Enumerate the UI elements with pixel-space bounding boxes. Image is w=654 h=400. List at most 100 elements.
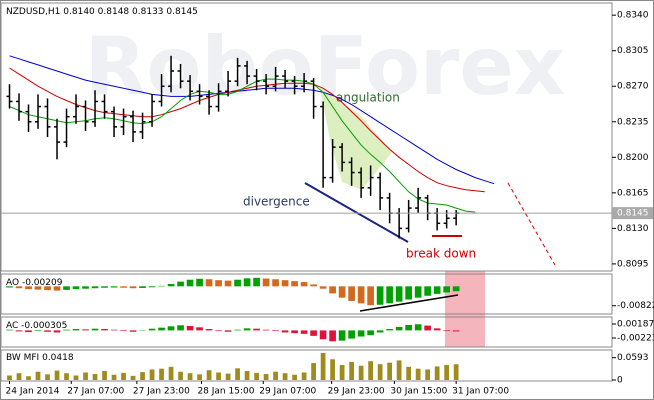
mfi-bar xyxy=(301,372,307,380)
histogram-bar xyxy=(253,277,260,287)
mfi-bar xyxy=(197,374,202,380)
mfi-bar xyxy=(254,372,259,380)
histogram-bar xyxy=(281,330,289,333)
histogram-bar xyxy=(148,286,156,288)
histogram-bar xyxy=(91,286,99,289)
histogram-bar xyxy=(120,286,127,288)
annotation: divergence xyxy=(243,195,310,209)
mfi-name: BW MFI xyxy=(6,353,39,363)
histogram-bar xyxy=(376,330,384,333)
histogram-bar xyxy=(44,286,51,291)
x-tick-label: 29 Jan 07:00 xyxy=(259,387,316,397)
mfi-bar xyxy=(7,375,12,380)
histogram-bar xyxy=(129,330,137,332)
histogram-bar xyxy=(205,329,213,331)
x-tick-label: 24 Jan 2014 xyxy=(6,387,60,397)
histogram-bar xyxy=(234,279,241,287)
histogram-bar xyxy=(72,286,80,290)
histogram-bar xyxy=(329,330,336,342)
histogram-bar xyxy=(376,286,384,305)
price-tag-label: 0.8145 xyxy=(617,209,649,219)
annotation: angulation xyxy=(336,91,400,105)
y-tick-label: 0.001875 xyxy=(617,319,654,329)
histogram-bar xyxy=(424,325,431,331)
histogram-bar xyxy=(6,286,13,288)
histogram-bar xyxy=(367,330,374,336)
x-tick-label: 29 Jan 23:00 xyxy=(328,387,385,397)
histogram-bar xyxy=(148,328,156,331)
histogram-bar xyxy=(443,330,450,332)
ao-title: AO -0.00209 xyxy=(6,278,63,288)
histogram-bar xyxy=(186,279,194,287)
mfi-bar xyxy=(45,374,50,380)
price-tag xyxy=(612,207,653,220)
high-label: 0.8148 xyxy=(98,7,130,17)
mfi-bar xyxy=(216,372,221,380)
histogram-bar xyxy=(319,330,327,340)
histogram-bar xyxy=(15,286,23,289)
mfi-bar xyxy=(358,365,364,380)
ao-divergence-line xyxy=(359,294,459,312)
y-tick-label: 0.8340 xyxy=(617,11,649,21)
mfi-bar xyxy=(244,370,250,380)
mfi-bar xyxy=(64,373,69,380)
histogram-bar xyxy=(319,286,327,289)
mfi-bar xyxy=(35,371,41,380)
histogram-bar xyxy=(414,324,422,331)
mfi-panel xyxy=(0,349,613,382)
histogram-bar xyxy=(205,279,213,287)
mfi-bar xyxy=(282,373,288,380)
ac-value: -0.000305 xyxy=(21,321,67,331)
moving-average xyxy=(9,78,476,213)
histogram-bar xyxy=(177,281,184,287)
mfi-bar xyxy=(453,364,459,380)
histogram-bar xyxy=(63,329,70,331)
histogram-bar xyxy=(177,325,184,331)
mfi-bar xyxy=(54,370,60,380)
mfi-bar xyxy=(73,375,79,380)
mfi-bar xyxy=(330,359,335,380)
x-tick-label: 31 Jan 07:00 xyxy=(452,387,509,397)
histogram-bar xyxy=(91,328,99,331)
highlight-zone xyxy=(445,271,485,347)
histogram-bar xyxy=(110,329,118,331)
histogram-bar xyxy=(291,281,298,287)
histogram-bar xyxy=(433,286,441,294)
mfi-bar xyxy=(425,369,431,380)
histogram-bar xyxy=(243,278,251,287)
mfi-bar xyxy=(121,372,126,380)
mfi-bar xyxy=(273,371,278,380)
mfi-bar xyxy=(444,364,450,380)
y-tick-label: -0.00822 xyxy=(617,301,654,311)
mfi-bar xyxy=(311,363,316,380)
histogram-bar xyxy=(348,286,355,301)
histogram-bar xyxy=(82,286,89,289)
mfi-bar xyxy=(168,366,174,380)
ac-title: AC -0.000305 xyxy=(6,321,67,331)
mfi-bar xyxy=(320,352,326,380)
histogram-bar xyxy=(63,286,70,290)
histogram-bar xyxy=(262,329,270,331)
histogram-bar xyxy=(167,283,175,287)
histogram-bar xyxy=(234,329,241,331)
histogram-bar xyxy=(253,328,260,331)
histogram-bar xyxy=(414,286,422,298)
mfi-bar xyxy=(292,374,297,380)
mfi-bar xyxy=(396,360,402,380)
mfi-bar xyxy=(178,371,183,380)
mfi-bar xyxy=(111,374,117,380)
symbol-title: NZDUSD,H1 0.8140 0.8148 0.8133 0.8145 xyxy=(6,7,198,17)
histogram-bar xyxy=(101,286,108,288)
mfi-bar xyxy=(83,372,88,380)
histogram-bar xyxy=(120,330,127,332)
histogram-bar xyxy=(395,286,403,302)
y-tick-label: 0.8305 xyxy=(617,46,649,56)
moving-average xyxy=(9,67,485,193)
close-label: 0.8145 xyxy=(166,7,198,17)
histogram-bar xyxy=(215,330,222,332)
mfi-bar xyxy=(187,373,193,380)
mfi-bar xyxy=(235,368,240,380)
mfi-bar xyxy=(149,369,155,380)
x-tick-label: 28 Jan 15:00 xyxy=(197,387,254,397)
